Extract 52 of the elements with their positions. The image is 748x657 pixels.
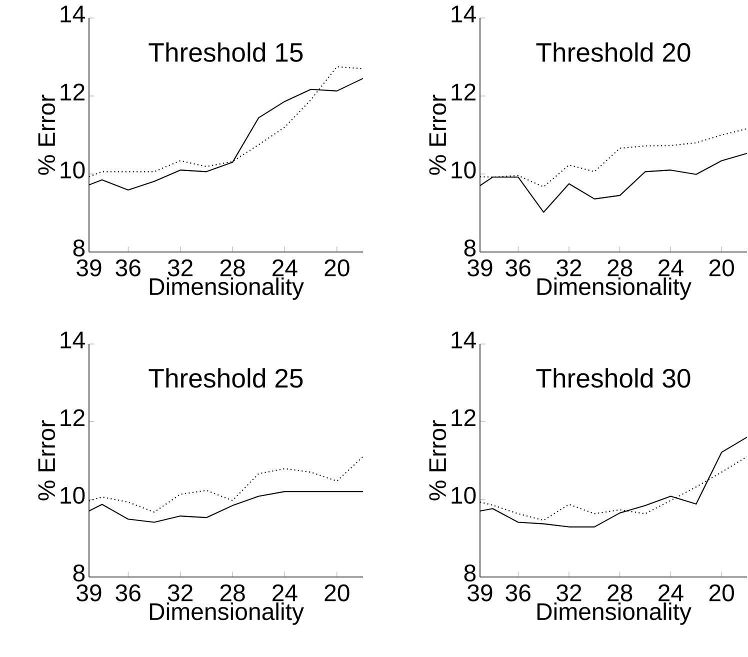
x-tick-label: 24 <box>272 259 298 276</box>
y-tick-label: 8 <box>464 239 476 256</box>
x-axis-title: Dimensionality <box>537 278 692 300</box>
x-axis-title: Dimensionality <box>150 602 304 625</box>
y-tick-label: 14 <box>60 6 85 22</box>
x-tick-label: 28 <box>220 259 245 276</box>
y-tick-label: 12 <box>60 84 84 100</box>
y-tick-label: 12 <box>452 84 476 100</box>
y-tick-label: 12 <box>60 409 84 426</box>
y-axis-title: % Error <box>38 94 56 175</box>
x-tick-label: 20 <box>709 259 734 276</box>
x-tick-label: 28 <box>608 259 632 276</box>
x-tick-label: 36 <box>506 584 530 602</box>
x-tick-label: 24 <box>272 584 298 602</box>
y-axis-title: % Error <box>429 420 446 500</box>
text: Threshold 30 <box>536 368 690 388</box>
x-tick-label: 20 <box>324 259 350 276</box>
x-tick-label: 39 <box>468 584 492 602</box>
y-tick-label: 14 <box>452 332 476 348</box>
y-tick-label: 10 <box>452 486 476 504</box>
text: Threshold 25 <box>148 368 303 388</box>
x-tick-label: 36 <box>116 584 140 602</box>
y-tick-label: 8 <box>73 564 85 582</box>
x-tick-label: 32 <box>168 584 192 602</box>
y-tick-label: 10 <box>60 161 85 178</box>
y-tick-label: 8 <box>464 564 476 582</box>
x-tick-label: 32 <box>556 584 582 602</box>
x-tick-label: 20 <box>324 584 350 602</box>
y-tick-label: 14 <box>452 6 476 22</box>
y-axis-title: % Error <box>429 94 446 175</box>
text: Threshold 20 <box>536 42 690 62</box>
text: Threshold 15 <box>148 42 303 62</box>
x-tick-label: 36 <box>116 259 140 276</box>
x-tick-label: 20 <box>709 584 734 602</box>
x-tick-label: 28 <box>608 584 632 602</box>
y-tick-label: 10 <box>452 161 476 178</box>
x-tick-label: 39 <box>468 259 492 276</box>
x-tick-label: 24 <box>658 584 684 602</box>
y-tick-label: 14 <box>60 332 85 348</box>
y-tick-label: 12 <box>452 409 476 426</box>
x-axis-title: Dimensionality <box>537 602 692 625</box>
x-tick-label: 39 <box>76 584 102 602</box>
y-tick-label: 10 <box>60 486 85 504</box>
x-tick-label: 32 <box>556 259 582 276</box>
x-tick-label: 28 <box>220 584 245 602</box>
y-tick-label: 8 <box>73 239 85 256</box>
x-tick-label: 36 <box>506 259 530 276</box>
x-tick-label: 24 <box>658 259 684 276</box>
y-axis-title: % Error <box>38 420 56 500</box>
x-tick-label: 39 <box>76 259 102 276</box>
x-tick-label: 32 <box>168 259 192 276</box>
x-axis-title: Dimensionality <box>150 278 304 300</box>
